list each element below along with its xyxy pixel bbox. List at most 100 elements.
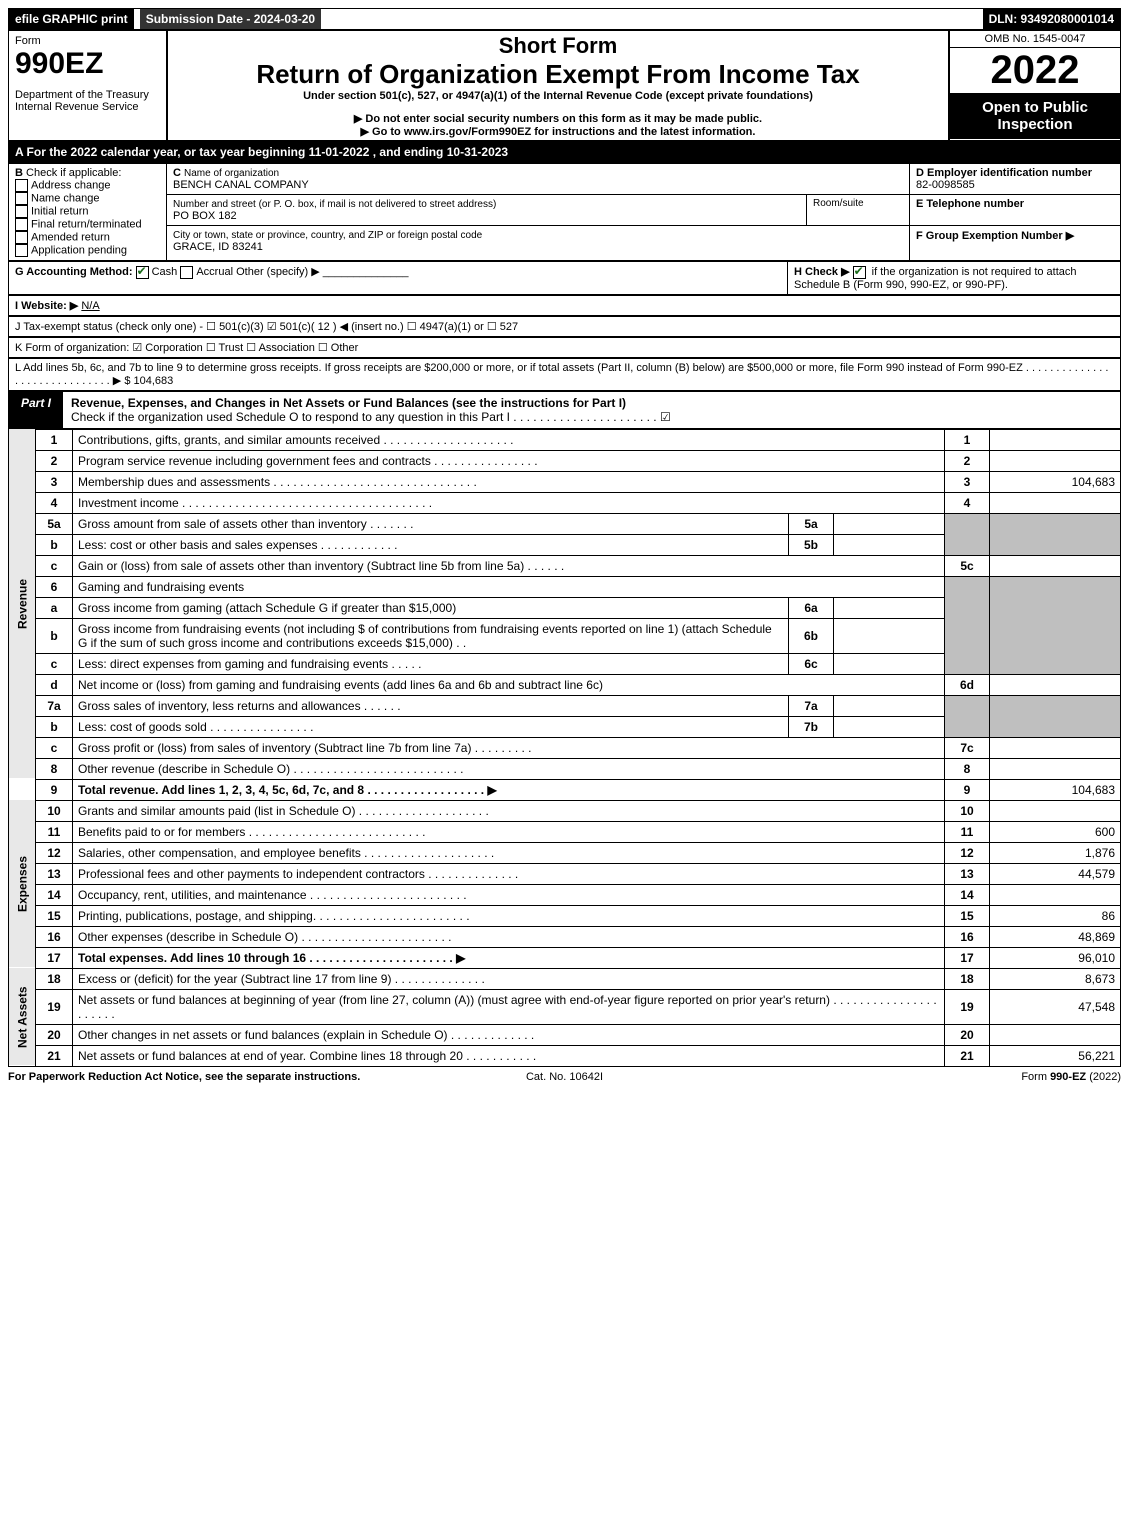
l18-rn: 18 — [945, 968, 990, 989]
l7c-rn: 7c — [945, 737, 990, 758]
l6-text: Gaming and fundraising events — [73, 576, 945, 597]
goto-link[interactable]: ▶ Go to www.irs.gov/Form990EZ for instru… — [176, 125, 940, 138]
section-bcd: B Check if applicable: Address change Na… — [8, 163, 1121, 261]
row-a: A For the 2022 calendar year, or tax yea… — [8, 141, 1121, 163]
section-j: J Tax-exempt status (check only one) - ☐… — [8, 316, 1121, 337]
l1-rn: 1 — [945, 429, 990, 450]
l16-num: 16 — [36, 926, 73, 947]
l2-text: Program service revenue including govern… — [73, 450, 945, 471]
l4-rn: 4 — [945, 492, 990, 513]
tax-year: 2022 — [950, 48, 1120, 93]
org-address: PO BOX 182 — [173, 210, 237, 222]
ein: 82-0098585 — [916, 179, 975, 191]
addr-label: Number and street (or P. O. box, if mail… — [173, 199, 496, 210]
part1-sub: Check if the organization used Schedule … — [71, 410, 671, 424]
l12-rn: 12 — [945, 842, 990, 863]
l21-text: Net assets or fund balances at end of ye… — [73, 1045, 945, 1066]
f-label: F Group Exemption Number ▶ — [916, 230, 1074, 242]
l6c-subamt — [834, 653, 945, 674]
l17-amt: 96,010 — [990, 947, 1121, 968]
chk-accrual[interactable] — [180, 266, 193, 279]
l5a-num: 5a — [36, 513, 73, 534]
chk-address-change[interactable] — [15, 179, 28, 192]
title-short: Short Form — [176, 33, 940, 59]
c-label: C — [173, 167, 181, 179]
chk-schedule-b[interactable] — [853, 266, 866, 279]
l5c-text: Gain or (loss) from sale of assets other… — [73, 555, 945, 576]
chk-name-change[interactable] — [15, 192, 28, 205]
l7a-sn: 7a — [789, 695, 834, 716]
opt-address-change: Address change — [31, 179, 111, 191]
l11-rn: 11 — [945, 821, 990, 842]
chk-amended[interactable] — [15, 231, 28, 244]
l18-amt: 8,673 — [990, 968, 1121, 989]
d-label: D Employer identification number — [916, 167, 1092, 179]
grey-5 — [945, 513, 990, 555]
open-public: Open to Public Inspection — [950, 93, 1120, 139]
l6c-sn: 6c — [789, 653, 834, 674]
footer-right: Form 990-EZ (2022) — [750, 1071, 1121, 1083]
l6d-rn: 6d — [945, 674, 990, 695]
grey-6 — [945, 576, 990, 674]
form-number: 990EZ — [15, 47, 160, 81]
part1-label: Part I — [9, 392, 63, 428]
l1-text: Contributions, gifts, grants, and simila… — [73, 429, 945, 450]
l3-rn: 3 — [945, 471, 990, 492]
chk-cash[interactable] — [136, 266, 149, 279]
chk-initial-return[interactable] — [15, 205, 28, 218]
l-text: L Add lines 5b, 6c, and 7b to line 9 to … — [15, 362, 1108, 387]
org-city: GRACE, ID 83241 — [173, 241, 263, 253]
e-label: E Telephone number — [916, 198, 1024, 210]
l20-amt — [990, 1024, 1121, 1045]
l6d-amt — [990, 674, 1121, 695]
l10-text: Grants and similar amounts paid (list in… — [73, 800, 945, 821]
title-main: Return of Organization Exempt From Incom… — [176, 59, 940, 90]
part1-title: Revenue, Expenses, and Changes in Net As… — [71, 396, 626, 410]
l6b-text: Gross income from fundraising events (no… — [73, 618, 789, 653]
h-label: H Check ▶ — [794, 266, 850, 278]
l3-amt: 104,683 — [990, 471, 1121, 492]
l6c-text: Less: direct expenses from gaming and fu… — [73, 653, 789, 674]
section-l: L Add lines 5b, 6c, and 7b to line 9 to … — [8, 358, 1121, 391]
l7a-subamt — [834, 695, 945, 716]
l13-num: 13 — [36, 863, 73, 884]
l1-num: 1 — [36, 429, 73, 450]
revenue-label: Revenue — [9, 429, 36, 779]
l11-amt: 600 — [990, 821, 1121, 842]
l5b-text: Less: cost or other basis and sales expe… — [73, 534, 789, 555]
l13-text: Professional fees and other payments to … — [73, 863, 945, 884]
l19-amt: 47,548 — [990, 989, 1121, 1024]
l18-text: Excess or (deficit) for the year (Subtra… — [73, 968, 945, 989]
l16-text: Other expenses (describe in Schedule O) … — [73, 926, 945, 947]
l15-num: 15 — [36, 905, 73, 926]
netassets-label: Net Assets — [9, 968, 36, 1066]
l14-num: 14 — [36, 884, 73, 905]
part1-header: Part I Revenue, Expenses, and Changes in… — [8, 391, 1121, 429]
l5c-num: c — [36, 555, 73, 576]
j-text: J Tax-exempt status (check only one) - ☐… — [9, 317, 524, 336]
ssn-warning: ▶ Do not enter social security numbers o… — [176, 112, 940, 125]
l11-num: 11 — [36, 821, 73, 842]
efile-link[interactable]: efile GRAPHIC print — [9, 9, 134, 29]
l6b-sn: 6b — [789, 618, 834, 653]
l4-amt — [990, 492, 1121, 513]
opt-accrual: Accrual — [196, 266, 233, 278]
l12-amt: 1,876 — [990, 842, 1121, 863]
l15-amt: 86 — [990, 905, 1121, 926]
chk-app-pending[interactable] — [15, 244, 28, 257]
chk-final-return[interactable] — [15, 218, 28, 231]
l7c-text: Gross profit or (loss) from sales of inv… — [73, 737, 945, 758]
l15-text: Printing, publications, postage, and shi… — [73, 905, 945, 926]
l6a-sn: 6a — [789, 597, 834, 618]
section-gh: G Accounting Method: Cash Accrual Other … — [8, 261, 1121, 295]
l4-num: 4 — [36, 492, 73, 513]
dln: DLN: 93492080001014 — [983, 9, 1120, 29]
l21-amt: 56,221 — [990, 1045, 1121, 1066]
l6a-subamt — [834, 597, 945, 618]
footer: For Paperwork Reduction Act Notice, see … — [8, 1067, 1121, 1083]
l15-rn: 15 — [945, 905, 990, 926]
l8-amt — [990, 758, 1121, 779]
l17-text: Total expenses. Add lines 10 through 16 … — [78, 951, 465, 965]
room-suite-label: Room/suite — [806, 195, 909, 225]
l20-num: 20 — [36, 1024, 73, 1045]
